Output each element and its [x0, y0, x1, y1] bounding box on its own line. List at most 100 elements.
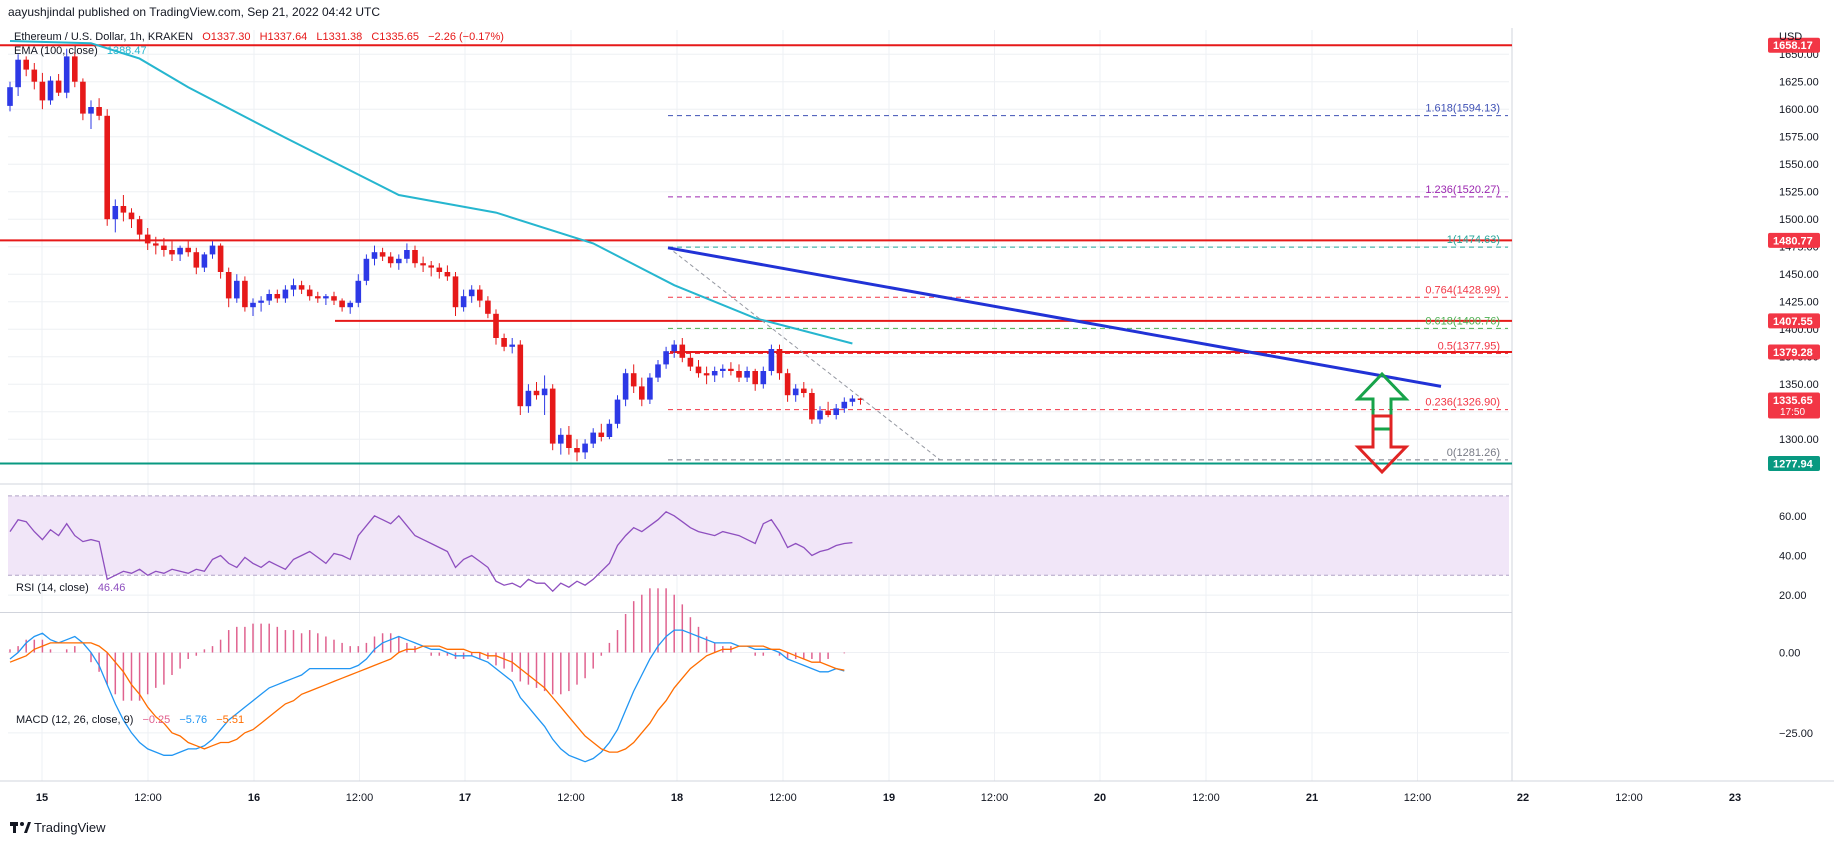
candle [549, 384, 556, 451]
candle [55, 74, 62, 96]
candle [339, 298, 345, 312]
time-tick-label: 22 [1517, 792, 1529, 804]
price-tick-label: 1350.00 [1779, 379, 1819, 391]
candle-body [201, 254, 208, 268]
candle-body [744, 371, 750, 378]
tradingview-logo[interactable]: TradingView [10, 820, 106, 835]
candle [104, 109, 110, 226]
candle-body [339, 300, 345, 308]
candle [752, 368, 758, 391]
macd-line [9, 629, 845, 763]
candle-body [630, 373, 637, 387]
time-tick-label: 23 [1729, 792, 1741, 804]
macd-hist-value: −0.25 [142, 714, 170, 726]
candle-body [234, 280, 240, 299]
rsi-tick-label: 20.00 [1779, 590, 1807, 602]
candle [250, 298, 256, 316]
candle [80, 78, 86, 121]
macd-tick-label: −25.00 [1779, 728, 1813, 740]
candle [711, 366, 718, 382]
candle [533, 382, 540, 400]
time-tick-label: 19 [883, 792, 895, 804]
price-tick-label: 1550.00 [1779, 159, 1819, 171]
candle [274, 289, 281, 303]
price-marker-label: 1379.28 [1773, 347, 1813, 359]
candle [598, 423, 605, 442]
rsi-legend-value: 46.46 [98, 582, 126, 594]
candle-body [355, 280, 362, 303]
publisher-line: aayushjindal published on TradingView.co… [8, 5, 380, 19]
candle [404, 243, 410, 264]
time-tick-label: 21 [1306, 792, 1318, 804]
candle-body [387, 256, 394, 264]
candle [452, 272, 459, 316]
descending-trendline[interactable] [667, 246, 1442, 388]
candle [809, 388, 815, 424]
fib-level-label: 1.618(1594.13) [1425, 103, 1500, 115]
candle [23, 56, 29, 77]
macd-signal-line [9, 642, 845, 753]
candle [242, 276, 248, 312]
candle-body [323, 296, 329, 299]
currency-label: USD [1779, 31, 1802, 43]
candle-body [760, 371, 767, 385]
candle [792, 384, 799, 402]
symbol-legend: Ethereum / U.S. Dollar, 1h, KRAKEN O1337… [14, 31, 504, 57]
candle-body [72, 56, 78, 82]
rsi-tick-label: 40.00 [1779, 550, 1807, 562]
ema-legend-value: 1388.47 [107, 45, 147, 57]
time-tick-label: 12:00 [769, 792, 797, 804]
price-tick-label: 1600.00 [1779, 104, 1819, 116]
symbol-title: Ethereum / U.S. Dollar, 1h, KRAKEN [14, 31, 193, 43]
candle-body [112, 206, 119, 220]
time-tick-label: 12:00 [134, 792, 162, 804]
candle-body [509, 344, 515, 347]
macd-histogram [9, 588, 846, 701]
candle-body [444, 272, 451, 277]
horizontal-levels[interactable] [0, 44, 1512, 465]
time-tick-label: 12:00 [1192, 792, 1220, 804]
candle-body [96, 107, 102, 116]
candle [371, 245, 378, 266]
fibonacci-retracement[interactable]: 1.618(1594.13) 1.236(1520.27) 1(1474.63) 0.… [668, 103, 1508, 461]
time-tick-label: 18 [671, 792, 683, 804]
candle-body [258, 300, 264, 303]
svg-text:Ethereum / U.S. Dollar, 1h, KR: Ethereum / U.S. Dollar, 1h, KRAKEN O1337… [14, 31, 504, 43]
price-tick-label: 1500.00 [1779, 214, 1819, 226]
fib-level-label: 0.764(1428.99) [1425, 284, 1500, 296]
price-marker-badge: 1480.77 [1768, 232, 1820, 248]
candle-body [582, 443, 588, 453]
candle-body [347, 302, 353, 308]
candle-body [711, 371, 718, 376]
price-marker-label: 1407.55 [1773, 316, 1813, 328]
grid [0, 28, 1834, 782]
candle [112, 199, 119, 233]
candle-body [379, 252, 386, 257]
candle-body [752, 371, 758, 385]
candle [703, 366, 710, 385]
candle [784, 368, 791, 402]
candle [225, 267, 232, 308]
candle-body [598, 432, 605, 437]
candle [566, 426, 572, 455]
candle-body [809, 393, 815, 420]
fib-anchor-line[interactable] [667, 246, 941, 461]
time-axis[interactable]: 15 12:00 16 12:00 17 12:00 18 12:00 19 12:00 20 12:… [36, 792, 1741, 804]
candle-body [525, 390, 532, 407]
candle [736, 364, 742, 382]
tradingview-logo-icon [10, 822, 31, 833]
candle [606, 419, 613, 440]
candle [96, 98, 102, 121]
candle-body [217, 245, 224, 272]
candle-body [736, 371, 742, 378]
candle [128, 208, 135, 228]
candle-body [606, 423, 613, 437]
candle [590, 428, 596, 448]
candle-body [15, 59, 21, 88]
price-marker-label: 1335.65 [1773, 395, 1813, 407]
macd-tick-label: 0.00 [1779, 648, 1800, 660]
candle-body [452, 276, 459, 308]
candle-body [841, 401, 848, 409]
rsi-tick-label: 60.00 [1779, 511, 1807, 523]
